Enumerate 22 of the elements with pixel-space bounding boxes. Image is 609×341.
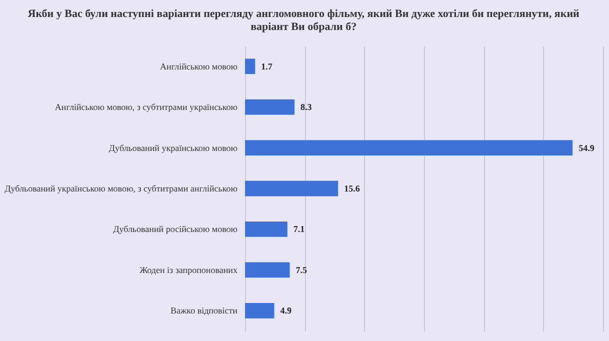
- chart-title: Якби у Вас були наступні варіанти перегляду англомовного фільму, який Ви дуже хотіли би переглянути, який варіант Ви обрали б?: [28, 8, 580, 33]
- y-tick-label: Англійською мовою, з субтитрами українською: [54, 102, 238, 112]
- bar: [245, 180, 338, 196]
- y-tick-label: Англійською мовою: [160, 61, 238, 72]
- bar: [245, 140, 573, 156]
- y-tick-label: Дубльований російською мовою: [113, 224, 238, 234]
- data-label: 1.7: [261, 61, 273, 72]
- data-label: 15.6: [344, 184, 360, 194]
- data-label: 8.3: [300, 102, 312, 112]
- bar: [245, 302, 274, 318]
- y-tick-label: Дубльований українською мовою, з субтитрами англійською: [4, 184, 238, 194]
- bar: [245, 222, 288, 237]
- data-label: 7.5: [296, 264, 308, 275]
- bar: [245, 262, 290, 278]
- y-tick-label: Жоден із запропонованих: [140, 264, 238, 275]
- data-label: 54.9: [578, 142, 595, 153]
- bar: [245, 99, 295, 115]
- bar: [245, 58, 256, 74]
- data-label: 7.1: [293, 224, 306, 234]
- y-tick-label: Дубльований українською мовою: [108, 142, 238, 153]
- y-tick-label: Важко відповісти: [170, 306, 238, 316]
- data-label: 4.9: [280, 306, 292, 316]
